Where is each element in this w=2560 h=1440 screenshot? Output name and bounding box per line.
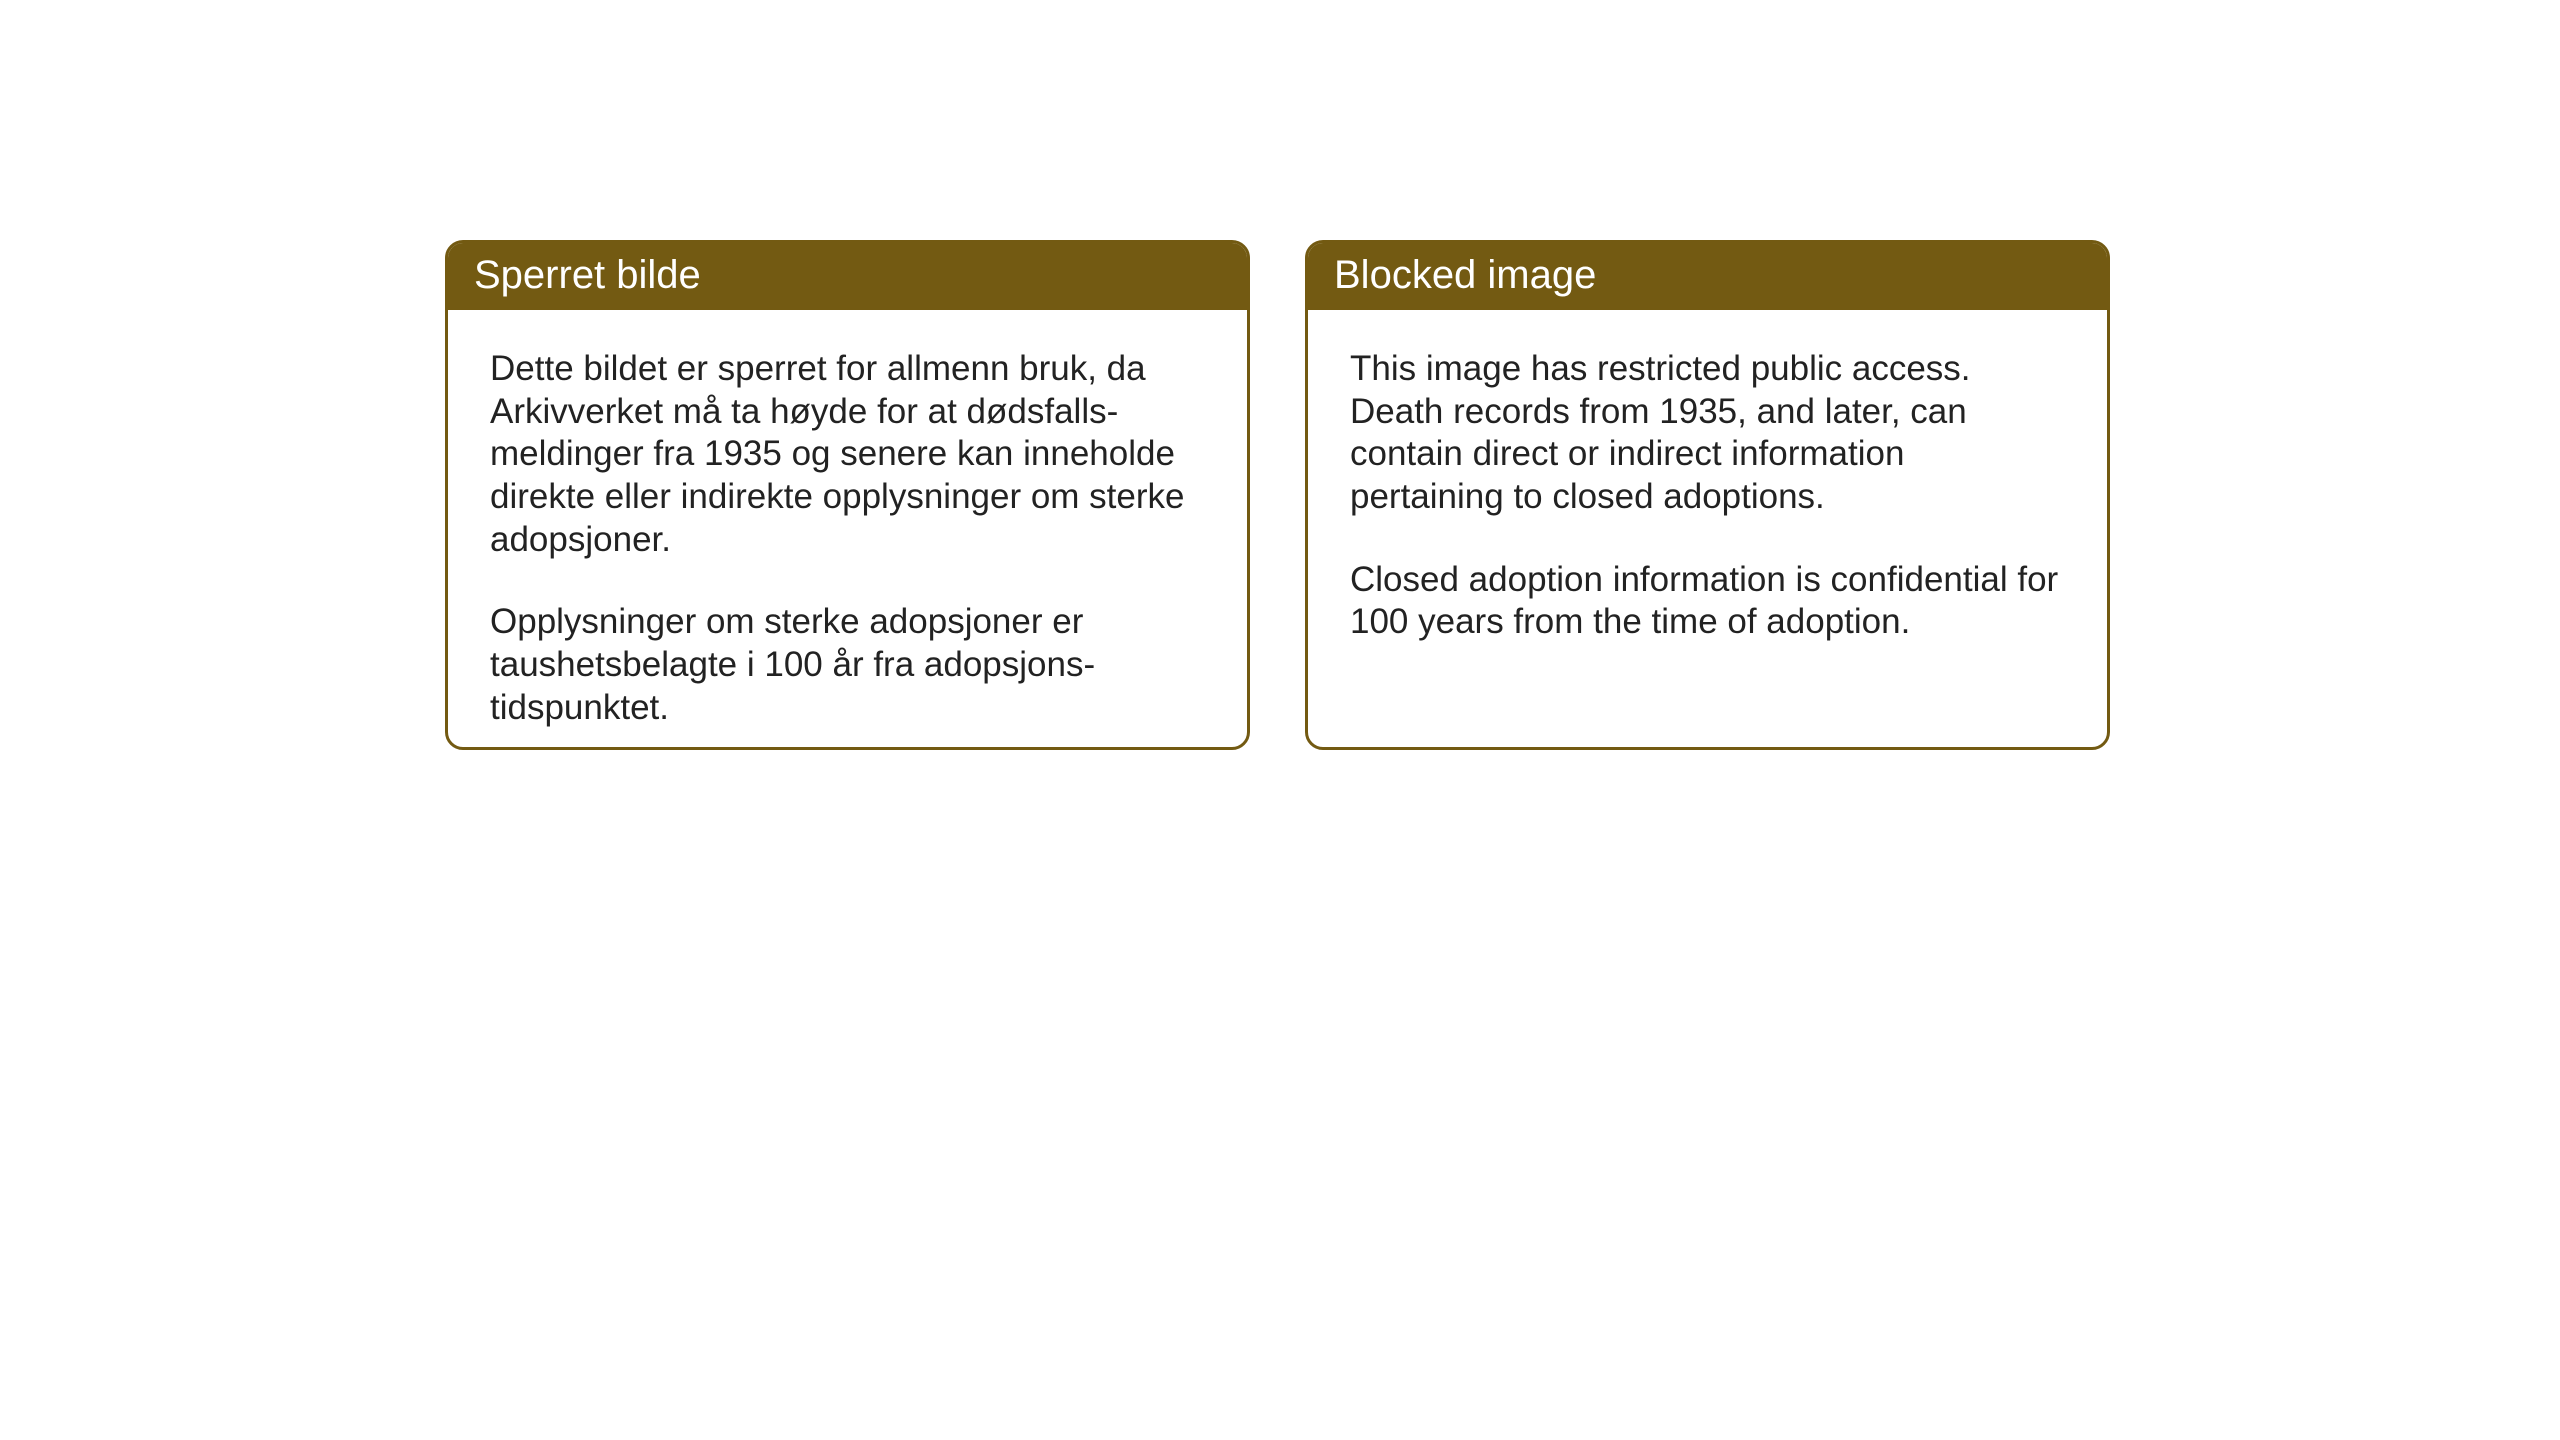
notice-card-english: Blocked image This image has restricted … <box>1305 240 2110 750</box>
notice-card-norwegian: Sperret bilde Dette bildet er sperret fo… <box>445 240 1250 750</box>
card-body: This image has restricted public access.… <box>1308 310 2107 682</box>
card-header: Blocked image <box>1308 243 2107 310</box>
notice-container: Sperret bilde Dette bildet er sperret fo… <box>445 240 2110 750</box>
card-paragraph: Opplysninger om sterke adopsjoner er tau… <box>490 601 1205 729</box>
card-paragraph: This image has restricted public access.… <box>1350 348 2065 519</box>
card-body: Dette bildet er sperret for allmenn bruk… <box>448 310 1247 750</box>
card-title: Blocked image <box>1334 253 1596 297</box>
card-header: Sperret bilde <box>448 243 1247 310</box>
card-paragraph: Closed adoption information is confident… <box>1350 559 2065 644</box>
card-title: Sperret bilde <box>474 253 701 297</box>
card-paragraph: Dette bildet er sperret for allmenn bruk… <box>490 348 1205 561</box>
